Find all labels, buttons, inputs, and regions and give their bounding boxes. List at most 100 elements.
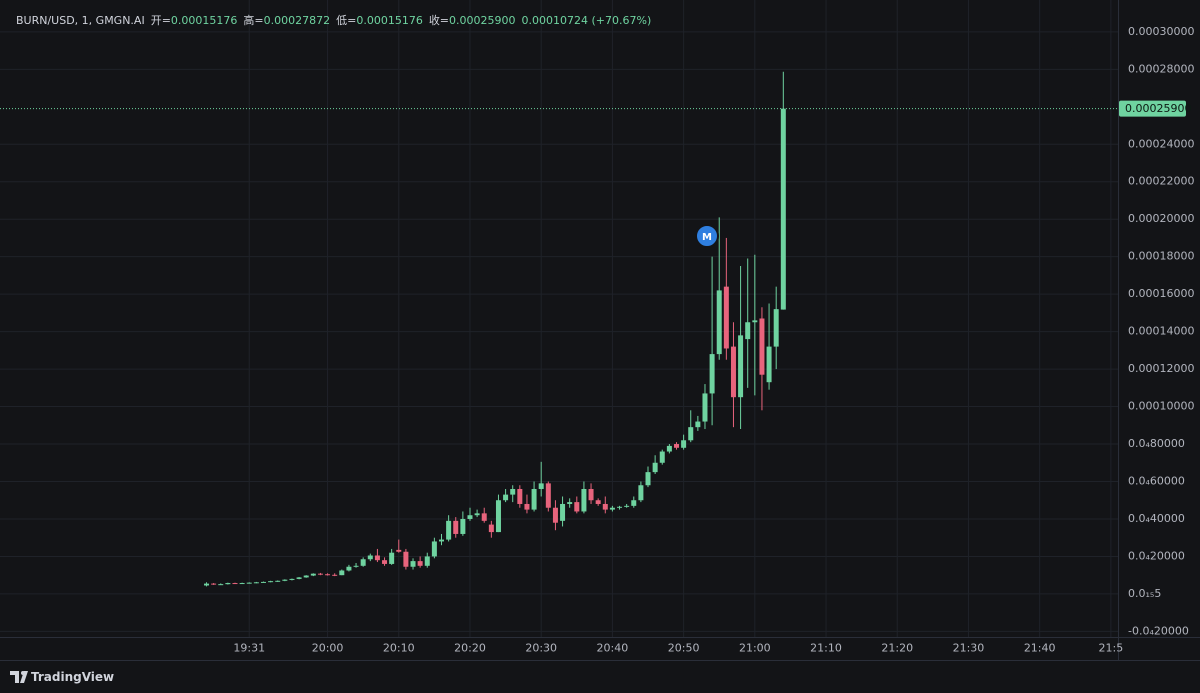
header-field-label: 开= bbox=[151, 14, 171, 27]
candle-body bbox=[681, 440, 687, 448]
candle-body bbox=[225, 583, 231, 585]
candle-body bbox=[353, 565, 359, 567]
header-field-value: 0.00025900 bbox=[449, 14, 515, 27]
candle-body bbox=[723, 286, 729, 349]
y-tick-label: 0.00030000 bbox=[1128, 25, 1194, 38]
candle-body bbox=[652, 462, 658, 473]
y-tick-label: 0.0₄20000 bbox=[1128, 549, 1185, 562]
y-tick-label: 0.0₄80000 bbox=[1128, 437, 1185, 450]
candle-body bbox=[303, 575, 309, 578]
candle-body bbox=[531, 488, 537, 510]
candle-body bbox=[260, 581, 266, 583]
last-price-box bbox=[1119, 100, 1186, 117]
candle-body bbox=[211, 583, 217, 585]
candle-body bbox=[595, 500, 601, 504]
candle-body bbox=[581, 488, 587, 512]
brand[interactable]: TradingView bbox=[10, 670, 114, 684]
header-field-label: 高= bbox=[243, 13, 263, 27]
candle-body bbox=[631, 500, 637, 506]
candle-body bbox=[702, 393, 708, 422]
y-tick-label: 0.00020000 bbox=[1128, 212, 1194, 225]
candle-body bbox=[552, 507, 558, 523]
x-tick-label: 21:00 bbox=[739, 642, 771, 655]
brand-name[interactable]: TradingView bbox=[31, 670, 114, 684]
candle-body bbox=[424, 556, 430, 566]
header-field-value: 0.00015176 bbox=[171, 14, 237, 27]
candle-body bbox=[745, 322, 751, 340]
header-legend: BURN/USD, 1, GMGN.AI 开=0.00015176 高=0.0002… bbox=[16, 13, 651, 27]
x-tick-label: 20:40 bbox=[597, 642, 629, 655]
y-tick-label: 0.00022000 bbox=[1128, 175, 1194, 188]
candle-body bbox=[766, 346, 772, 383]
x-tick-label: 21:30 bbox=[953, 642, 985, 655]
candle-body bbox=[481, 513, 487, 521]
candle-body bbox=[695, 421, 701, 428]
x-tick-label: 20:00 bbox=[312, 642, 344, 655]
marker-label[interactable]: M bbox=[702, 232, 712, 243]
candle-body bbox=[666, 445, 672, 452]
candle-body bbox=[659, 451, 665, 463]
candle-body bbox=[488, 524, 494, 533]
candle-body bbox=[602, 503, 608, 510]
candle-body bbox=[317, 573, 323, 575]
header-field-value: 0.00027872 bbox=[264, 14, 330, 27]
y-tick-label: 0.00018000 bbox=[1128, 250, 1194, 263]
candle-body bbox=[510, 488, 516, 495]
header-change: 0.00010724 (+70.67%) bbox=[522, 14, 652, 27]
candle-body bbox=[282, 579, 288, 581]
candle-body bbox=[218, 584, 224, 586]
x-tick-label: 21:20 bbox=[881, 642, 913, 655]
candle-body bbox=[609, 507, 615, 510]
x-tick-label: 20:10 bbox=[383, 642, 415, 655]
candle-body bbox=[339, 570, 345, 576]
axis-labels: 0.00030000 0.00028000 0.00024000 0.00022000… bbox=[233, 25, 1194, 655]
y-tick-label: 0.0₄40000 bbox=[1128, 512, 1185, 525]
candle-body bbox=[360, 559, 366, 566]
y-tick-label: 0.00028000 bbox=[1128, 62, 1194, 75]
candle-body bbox=[709, 354, 715, 394]
candle-body bbox=[645, 472, 651, 486]
y-tick-label: 0.0₁₅5 bbox=[1128, 587, 1161, 600]
candle-body bbox=[453, 520, 459, 534]
candle-body bbox=[730, 346, 736, 398]
candle-body bbox=[716, 290, 722, 355]
candle-body bbox=[289, 578, 295, 580]
brand-logo-dot[interactable] bbox=[21, 671, 25, 675]
candle-body bbox=[439, 539, 445, 542]
candle-body bbox=[574, 502, 580, 512]
candle-body bbox=[617, 506, 623, 508]
candle-body bbox=[417, 561, 423, 566]
candle-body bbox=[239, 583, 245, 585]
event-marker[interactable]: M bbox=[695, 224, 719, 248]
candle-body bbox=[410, 561, 416, 567]
candle-body bbox=[474, 513, 480, 516]
candle-body bbox=[780, 108, 786, 310]
candle-body bbox=[673, 444, 679, 448]
candle-body bbox=[638, 485, 644, 501]
candle-body bbox=[567, 502, 573, 504]
candle-body bbox=[460, 518, 466, 534]
grid-layer bbox=[0, 0, 1118, 637]
candle-body bbox=[325, 574, 331, 576]
candle-body bbox=[688, 427, 694, 441]
last-price-label: 0.00025900 bbox=[1125, 102, 1191, 115]
candle-body bbox=[545, 483, 551, 508]
candle-body bbox=[396, 549, 402, 552]
candle-body bbox=[560, 503, 566, 521]
candle-body bbox=[467, 515, 473, 519]
candle-body bbox=[232, 583, 238, 585]
candle-body bbox=[296, 577, 302, 579]
header-field-label: 低= bbox=[336, 14, 356, 27]
x-tick-label: 21:40 bbox=[1024, 642, 1056, 655]
candle-body bbox=[367, 555, 373, 560]
candle-body bbox=[204, 583, 210, 586]
candle-body bbox=[246, 582, 252, 584]
candle-body bbox=[517, 488, 523, 504]
header-field-value: 0.00015176 bbox=[356, 14, 422, 27]
candle-body bbox=[588, 488, 594, 501]
marker-circle[interactable] bbox=[695, 224, 719, 248]
candle-body bbox=[503, 494, 509, 501]
candle-body bbox=[495, 500, 501, 533]
